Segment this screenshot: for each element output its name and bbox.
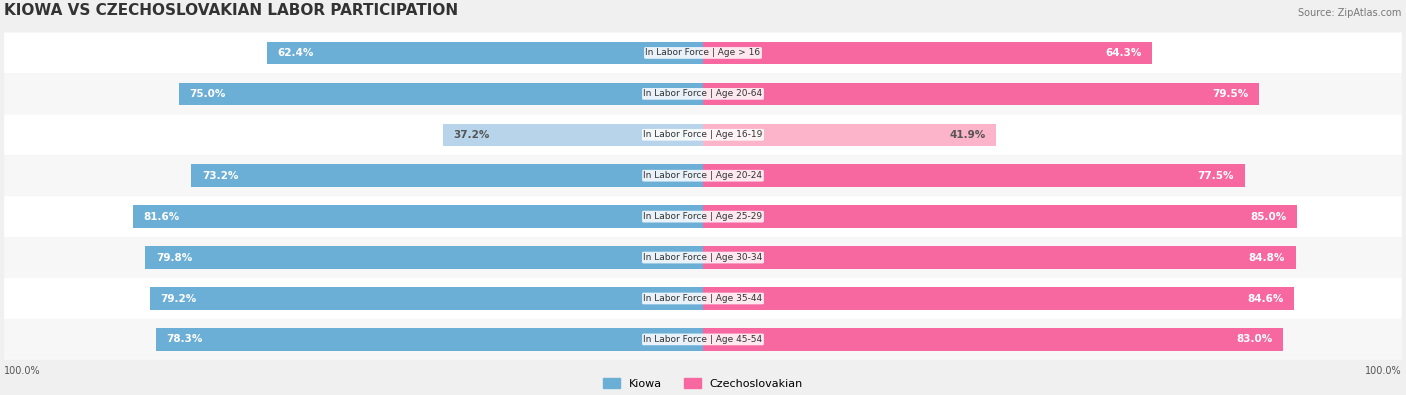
Bar: [703, 328, 1284, 351]
Text: 81.6%: 81.6%: [143, 212, 180, 222]
FancyBboxPatch shape: [4, 155, 1402, 196]
Bar: [703, 124, 995, 146]
Text: In Labor Force | Age 35-44: In Labor Force | Age 35-44: [644, 294, 762, 303]
Bar: [156, 328, 703, 351]
Bar: [149, 287, 703, 310]
Bar: [145, 246, 703, 269]
Text: In Labor Force | Age > 16: In Labor Force | Age > 16: [645, 49, 761, 57]
Text: In Labor Force | Age 20-24: In Labor Force | Age 20-24: [644, 171, 762, 180]
Text: 64.3%: 64.3%: [1105, 48, 1142, 58]
Text: In Labor Force | Age 25-29: In Labor Force | Age 25-29: [644, 212, 762, 221]
FancyBboxPatch shape: [4, 319, 1402, 360]
Text: 84.8%: 84.8%: [1249, 252, 1285, 263]
Text: 85.0%: 85.0%: [1250, 212, 1286, 222]
FancyBboxPatch shape: [4, 237, 1402, 278]
Bar: [703, 246, 1295, 269]
Text: 75.0%: 75.0%: [190, 89, 226, 99]
Text: 37.2%: 37.2%: [454, 130, 489, 140]
Bar: [703, 42, 1153, 64]
Text: 62.4%: 62.4%: [277, 48, 314, 58]
Bar: [703, 164, 1244, 187]
Text: 79.5%: 79.5%: [1212, 89, 1249, 99]
FancyBboxPatch shape: [4, 114, 1402, 155]
Text: 41.9%: 41.9%: [949, 130, 986, 140]
Text: 100.0%: 100.0%: [1365, 366, 1402, 376]
Text: 83.0%: 83.0%: [1236, 335, 1272, 344]
Text: 79.8%: 79.8%: [156, 252, 193, 263]
Bar: [179, 83, 703, 105]
Bar: [703, 83, 1258, 105]
FancyBboxPatch shape: [4, 32, 1402, 73]
Text: 78.3%: 78.3%: [166, 335, 202, 344]
Text: 73.2%: 73.2%: [202, 171, 238, 181]
Text: In Labor Force | Age 30-34: In Labor Force | Age 30-34: [644, 253, 762, 262]
Text: 77.5%: 77.5%: [1198, 171, 1234, 181]
Bar: [267, 42, 703, 64]
FancyBboxPatch shape: [4, 196, 1402, 237]
Legend: Kiowa, Czechoslovakian: Kiowa, Czechoslovakian: [599, 374, 807, 394]
Text: Source: ZipAtlas.com: Source: ZipAtlas.com: [1299, 8, 1402, 18]
Text: KIOWA VS CZECHOSLOVAKIAN LABOR PARTICIPATION: KIOWA VS CZECHOSLOVAKIAN LABOR PARTICIPA…: [4, 3, 458, 18]
FancyBboxPatch shape: [4, 73, 1402, 114]
Text: In Labor Force | Age 16-19: In Labor Force | Age 16-19: [644, 130, 762, 139]
Text: 79.2%: 79.2%: [160, 293, 197, 303]
Bar: [703, 287, 1294, 310]
Text: In Labor Force | Age 45-54: In Labor Force | Age 45-54: [644, 335, 762, 344]
Bar: [703, 205, 1296, 228]
Bar: [191, 164, 703, 187]
Bar: [132, 205, 703, 228]
Text: 84.6%: 84.6%: [1247, 293, 1284, 303]
Text: 100.0%: 100.0%: [4, 366, 41, 376]
Text: In Labor Force | Age 20-64: In Labor Force | Age 20-64: [644, 89, 762, 98]
FancyBboxPatch shape: [4, 278, 1402, 319]
Bar: [443, 124, 703, 146]
